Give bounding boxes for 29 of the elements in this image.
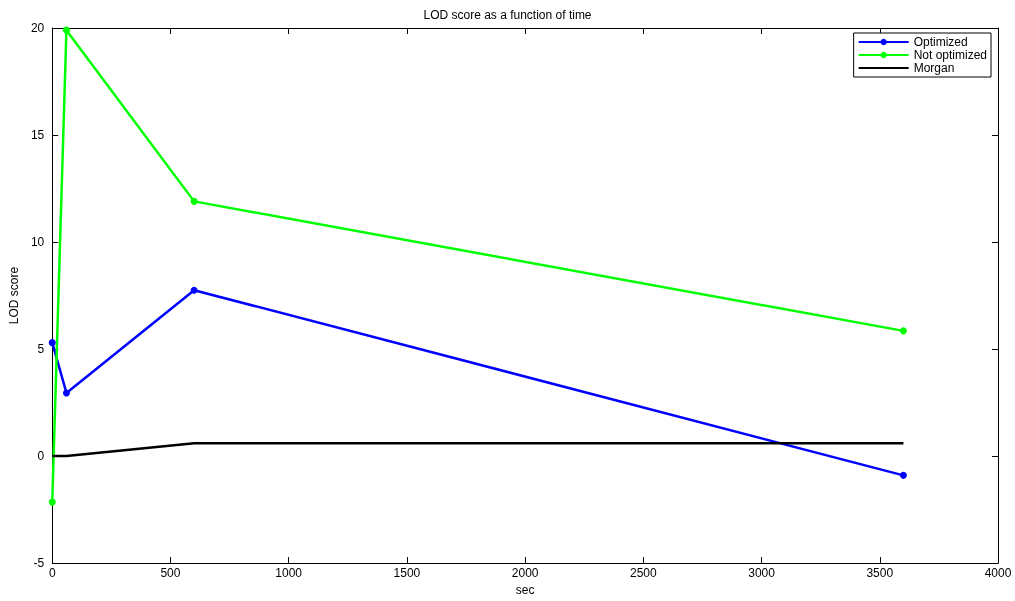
x-axis-title: sec [515,583,535,597]
legend-label: Not optimized [913,48,988,62]
legend-label: Optimized [913,35,968,49]
y-tick-label: 0 [37,449,45,464]
x-tick-label: 1000 [275,566,303,581]
x-tick-label: 3500 [866,566,894,581]
y-tick-label: 15 [30,128,45,143]
legend-label: Morgan [913,61,955,75]
point [62,389,70,397]
point [48,339,56,347]
y-axis-title: LOD score [7,266,21,325]
y-tick-label: 10 [30,235,45,250]
chart-title: LOD score as a function of time [423,8,592,22]
point [899,327,907,335]
x-tick-label: 2500 [629,566,658,581]
point [190,197,198,205]
y-tick-label: 5 [37,342,45,357]
point [190,286,198,294]
x-tick-label: 2000 [511,566,539,581]
x-tick-label: 3000 [748,566,776,581]
point [899,471,907,479]
x-tick-label: 500 [160,566,181,581]
x-tick-label: 0 [48,566,56,581]
x-tick-label: 1500 [393,566,421,581]
y-tick-label: -5 [33,556,45,571]
y-tick-label: 20 [30,21,45,35]
point [62,26,70,34]
point [48,498,56,506]
x-tick-label: 4000 [984,566,1012,581]
